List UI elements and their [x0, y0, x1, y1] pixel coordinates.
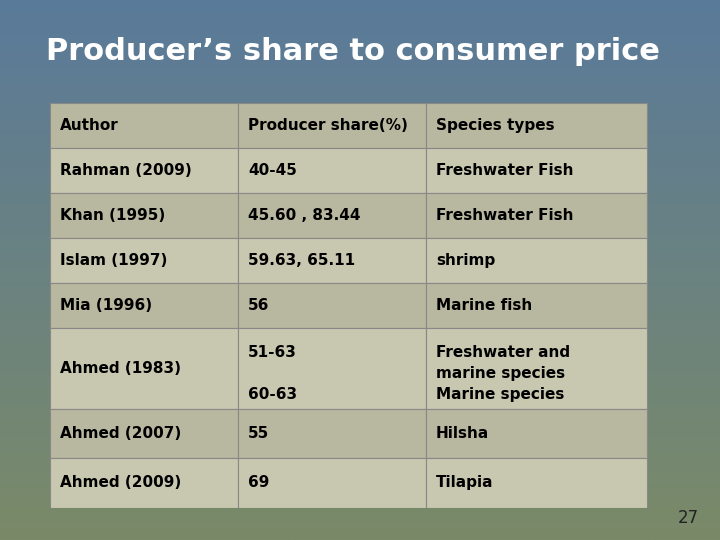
Bar — [426, 458, 647, 508]
Bar — [238, 103, 426, 147]
Bar — [50, 328, 238, 409]
Bar — [238, 147, 426, 193]
Text: Islam (1997): Islam (1997) — [60, 253, 168, 268]
Bar — [50, 147, 238, 193]
Text: 56: 56 — [248, 298, 269, 313]
Bar — [50, 409, 238, 458]
Text: Producer share(%): Producer share(%) — [248, 118, 408, 133]
Bar — [50, 238, 238, 282]
Bar — [50, 103, 238, 147]
Bar — [50, 282, 238, 328]
Text: 55: 55 — [248, 426, 269, 441]
Text: 45.60 , 83.44: 45.60 , 83.44 — [248, 207, 361, 222]
Text: 51-63

60-63: 51-63 60-63 — [248, 346, 297, 402]
Text: Ahmed (2009): Ahmed (2009) — [60, 475, 181, 490]
Text: 40-45: 40-45 — [248, 163, 297, 178]
Bar — [238, 238, 426, 282]
Text: 59.63, 65.11: 59.63, 65.11 — [248, 253, 355, 268]
Bar — [426, 103, 647, 147]
Bar — [50, 458, 238, 508]
Text: Marine fish: Marine fish — [436, 298, 532, 313]
Text: Freshwater and
marine species
Marine species: Freshwater and marine species Marine spe… — [436, 346, 570, 402]
Text: Khan (1995): Khan (1995) — [60, 207, 166, 222]
Text: Hilsha: Hilsha — [436, 426, 489, 441]
Text: 69: 69 — [248, 475, 269, 490]
Bar — [426, 328, 647, 409]
Text: Freshwater Fish: Freshwater Fish — [436, 207, 573, 222]
Bar — [238, 282, 426, 328]
Text: Ahmed (1983): Ahmed (1983) — [60, 361, 181, 376]
Text: Ahmed (2007): Ahmed (2007) — [60, 426, 181, 441]
Text: Rahman (2009): Rahman (2009) — [60, 163, 192, 178]
Text: 27: 27 — [678, 509, 699, 528]
Text: shrimp: shrimp — [436, 253, 495, 268]
Text: Mia (1996): Mia (1996) — [60, 298, 152, 313]
Bar — [426, 147, 647, 193]
Bar — [426, 193, 647, 238]
Text: Author: Author — [60, 118, 119, 133]
Text: Producer’s share to consumer price: Producer’s share to consumer price — [46, 37, 660, 66]
Bar — [238, 409, 426, 458]
Bar — [426, 238, 647, 282]
Text: Tilapia: Tilapia — [436, 475, 493, 490]
Bar — [426, 282, 647, 328]
Text: Freshwater Fish: Freshwater Fish — [436, 163, 573, 178]
Text: Species types: Species types — [436, 118, 554, 133]
Bar — [426, 409, 647, 458]
Bar — [50, 193, 238, 238]
Bar — [238, 193, 426, 238]
Bar — [238, 328, 426, 409]
Bar — [238, 458, 426, 508]
